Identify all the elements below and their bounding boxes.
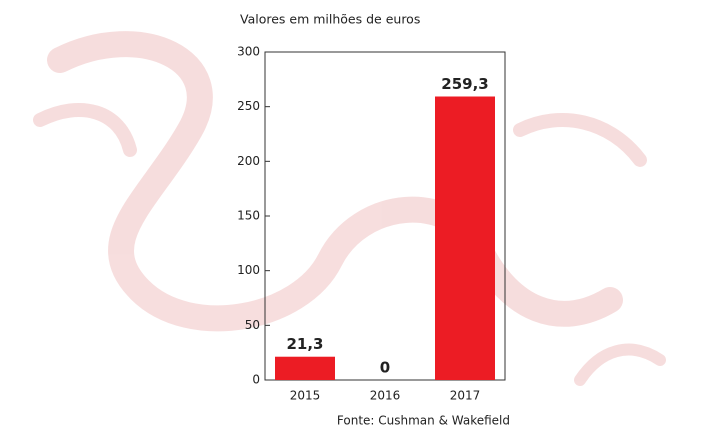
dragon-tail [513,113,647,167]
value-label: 259,3 [441,75,488,93]
chart-title: Valores em milhões de euros [240,12,420,27]
x-tick-label: 2016 [370,389,401,403]
value-label: 0 [380,359,390,377]
y-tick-label: 0 [252,373,260,387]
bar [435,96,495,381]
y-tick-label: 50 [245,318,260,332]
y-tick-label: 150 [237,209,260,223]
x-tick-label: 2017 [450,389,481,403]
value-label: 21,3 [286,335,323,353]
y-tick-label: 100 [237,263,260,277]
dragon-body [47,31,623,332]
background-dragon [33,31,666,386]
dragon-claw [574,343,666,386]
y-tick-label: 300 [237,45,260,59]
y-tick-label: 200 [237,154,260,168]
dragon-head [33,103,137,157]
x-tick-label: 2015 [290,389,321,403]
source: Fonte: Cushman & Wakefield [337,414,510,428]
bar [275,356,335,380]
y-tick-label: 250 [237,99,260,113]
